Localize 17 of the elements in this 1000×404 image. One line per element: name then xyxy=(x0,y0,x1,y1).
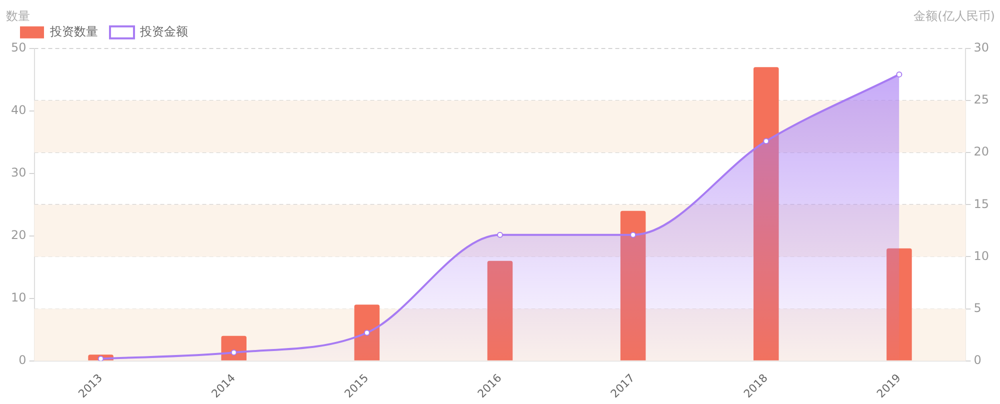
y-tick-label: 30 xyxy=(10,166,26,180)
y2-tick-label: 0 xyxy=(974,352,982,367)
legend-label: 投资金额 xyxy=(139,24,188,39)
legend-label: 投资数量 xyxy=(49,24,98,39)
y2-axis-title: 金额(亿人民币) xyxy=(914,9,995,24)
y2-tick-label: 5 xyxy=(974,300,982,315)
y-tick-label: 0 xyxy=(18,352,26,367)
y2-tick-label: 15 xyxy=(974,196,990,211)
y2-tick-label: 25 xyxy=(974,92,990,107)
y2-tick-label: 30 xyxy=(974,40,990,55)
y-tick-label: 20 xyxy=(10,228,26,242)
y-tick-label: 50 xyxy=(10,40,26,55)
y-tick-label: 10 xyxy=(10,290,26,304)
y-axis-title: 数量 xyxy=(6,9,30,24)
y-tick-label: 40 xyxy=(10,103,26,118)
y2-tick-label: 10 xyxy=(974,248,990,263)
y2-tick-label: 20 xyxy=(974,144,990,159)
